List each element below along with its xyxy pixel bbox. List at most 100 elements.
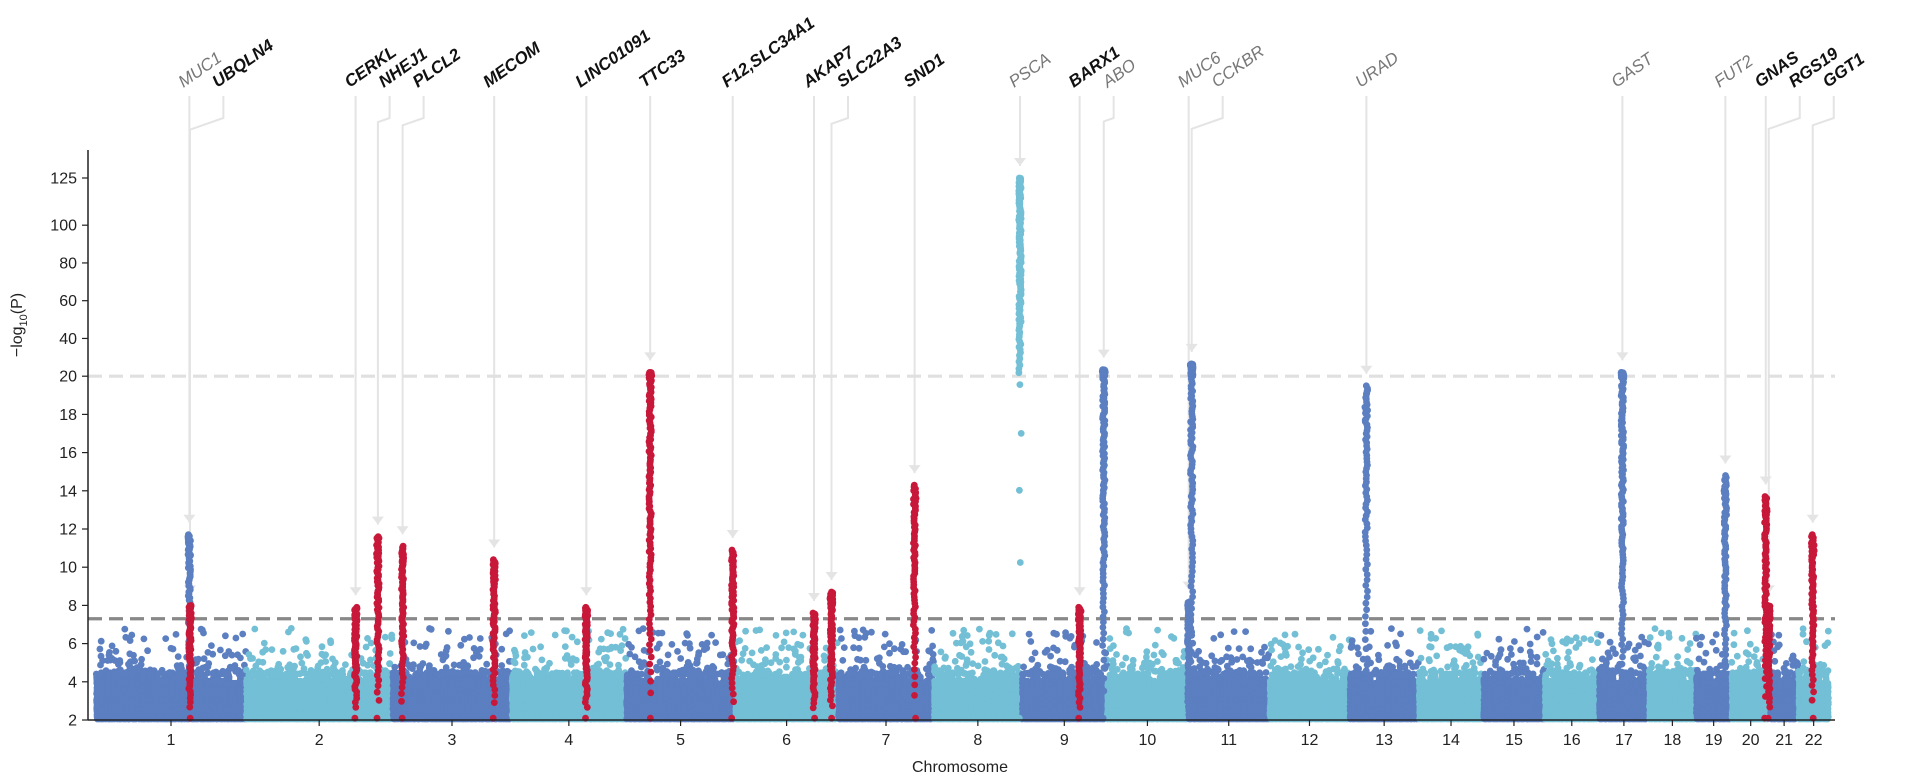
data-point bbox=[251, 626, 258, 633]
connector-arrow bbox=[1186, 344, 1198, 352]
data-point bbox=[115, 661, 122, 668]
connector-arrow bbox=[1616, 352, 1628, 360]
connector-arrow bbox=[644, 352, 656, 360]
gene-connector bbox=[378, 96, 390, 525]
data-point bbox=[297, 653, 304, 660]
data-point bbox=[148, 668, 155, 675]
data-point bbox=[225, 648, 232, 655]
data-point bbox=[121, 626, 128, 633]
connector-arrow bbox=[909, 465, 921, 473]
gene-connector bbox=[1192, 96, 1223, 352]
data-point bbox=[162, 635, 169, 642]
data-point bbox=[105, 671, 112, 678]
data-point bbox=[280, 648, 287, 655]
gene-connector bbox=[1813, 96, 1834, 523]
data-point bbox=[364, 662, 371, 669]
data-point bbox=[269, 646, 276, 653]
data-point bbox=[208, 642, 215, 649]
data-point bbox=[323, 669, 330, 676]
data-point bbox=[217, 647, 224, 654]
gene-connector bbox=[1769, 96, 1800, 593]
data-point bbox=[298, 660, 305, 667]
connector-arrow bbox=[727, 530, 739, 538]
data-point bbox=[126, 650, 133, 657]
connector-arrow bbox=[372, 517, 384, 525]
data-point bbox=[297, 670, 304, 677]
threshold-layer bbox=[88, 376, 1835, 619]
gene-label: MECOM bbox=[480, 38, 545, 91]
data-point bbox=[387, 650, 394, 657]
data-point bbox=[330, 664, 337, 671]
data-point bbox=[329, 656, 336, 663]
data-point bbox=[173, 631, 180, 638]
data-point bbox=[166, 669, 173, 676]
data-point bbox=[382, 634, 389, 641]
data-point bbox=[304, 652, 311, 659]
connector-arrow bbox=[1360, 366, 1372, 374]
data-point bbox=[175, 653, 182, 660]
data-point bbox=[106, 649, 113, 656]
data-point bbox=[342, 661, 349, 668]
data-point bbox=[144, 647, 151, 654]
data-point bbox=[97, 671, 104, 678]
data-point bbox=[127, 637, 134, 644]
data-point bbox=[261, 640, 268, 647]
data-point bbox=[138, 661, 145, 668]
gene-label: SND1 bbox=[900, 50, 948, 92]
data-point bbox=[97, 646, 104, 653]
data-point bbox=[293, 645, 300, 652]
connector-arrow bbox=[488, 540, 500, 548]
data-point bbox=[262, 646, 269, 653]
data-point bbox=[364, 635, 371, 642]
data-point bbox=[200, 630, 207, 637]
data-point bbox=[285, 629, 292, 636]
data-point bbox=[114, 670, 121, 677]
data-point bbox=[274, 671, 281, 678]
gene-connector bbox=[190, 96, 223, 593]
connector-arrow bbox=[1719, 456, 1731, 464]
data-point bbox=[141, 636, 148, 643]
gene-connector bbox=[831, 96, 848, 580]
data-point bbox=[247, 655, 254, 662]
connector-arrow bbox=[580, 587, 592, 595]
data-point bbox=[275, 661, 282, 668]
data-point bbox=[195, 656, 202, 663]
data-point bbox=[250, 668, 257, 675]
data-point bbox=[243, 667, 250, 674]
data-point bbox=[255, 658, 262, 665]
data-point bbox=[128, 671, 135, 678]
data-point bbox=[317, 671, 324, 678]
data-point bbox=[339, 671, 346, 678]
gene-label: URAD bbox=[1352, 48, 1402, 91]
data-point bbox=[109, 643, 116, 650]
data-point bbox=[237, 655, 244, 662]
data-point bbox=[302, 636, 309, 643]
connector-arrow bbox=[1807, 515, 1819, 523]
data-point bbox=[108, 655, 115, 662]
data-point bbox=[367, 669, 374, 676]
connector-arrow bbox=[808, 593, 820, 601]
data-point bbox=[140, 669, 147, 676]
data-point bbox=[319, 651, 326, 658]
gene-label: FUT2 bbox=[1711, 51, 1757, 91]
gene-connector bbox=[1104, 96, 1114, 358]
connector-arrow bbox=[1760, 477, 1772, 485]
gene-connector bbox=[403, 96, 424, 534]
data-point bbox=[319, 643, 326, 650]
connector-arrow bbox=[1098, 350, 1110, 358]
data-point bbox=[289, 670, 296, 677]
data-point bbox=[233, 635, 240, 642]
data-point bbox=[327, 639, 334, 646]
data-point bbox=[155, 670, 162, 677]
manhattan-plot: MUC1UBQLN4 CERKLNHEJ1PLCL2 MECOM LINC01091T… bbox=[0, 0, 1920, 780]
connector-arrow bbox=[825, 572, 837, 580]
connector-arrow bbox=[350, 587, 362, 595]
data-point bbox=[291, 663, 298, 670]
gene-label: PSCA bbox=[1005, 49, 1054, 91]
data-point bbox=[179, 671, 186, 678]
gene-label: GAST bbox=[1608, 48, 1658, 91]
data-point bbox=[322, 658, 329, 665]
data-point bbox=[388, 632, 395, 639]
data-point bbox=[168, 645, 175, 652]
data-point bbox=[314, 665, 321, 672]
